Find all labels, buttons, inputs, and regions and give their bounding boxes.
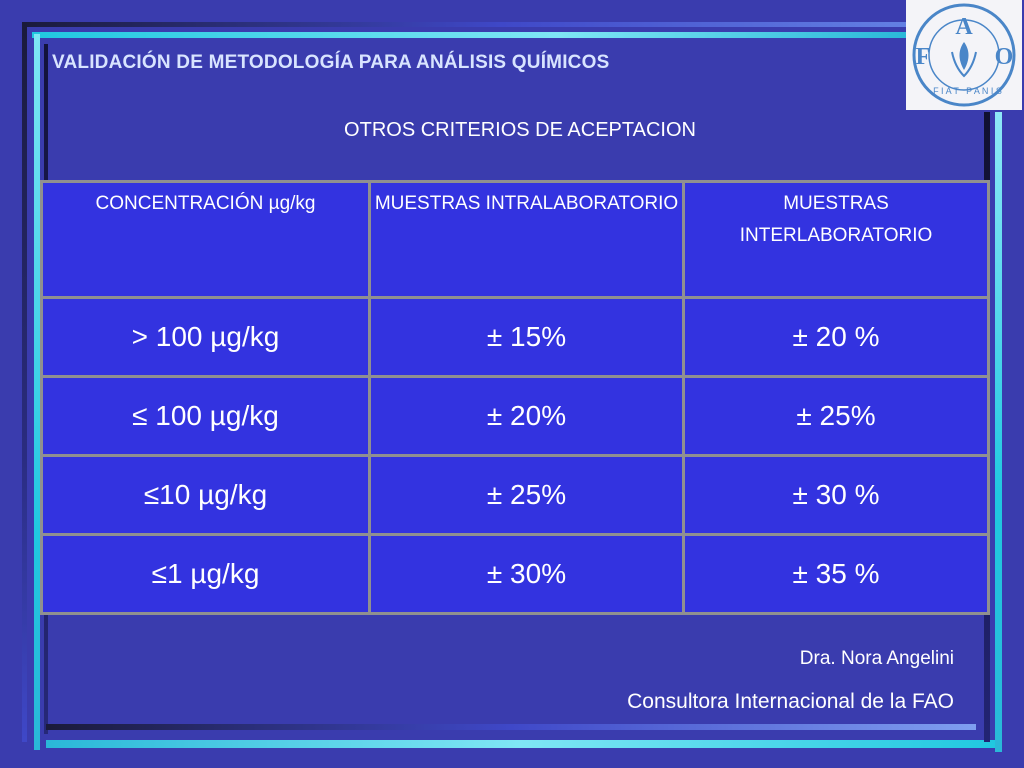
frame-bar-bottom-dark: [46, 724, 976, 730]
table-row: ≤10 µg/kg ± 25% ± 30 %: [40, 454, 990, 536]
table-row: ≤1 µg/kg ± 30% ± 35 %: [40, 533, 990, 615]
svg-text:F: F: [916, 44, 931, 70]
slide-subtitle: OTROS CRITERIOS DE ACEPTACION: [344, 119, 696, 141]
acceptance-criteria-table: CONCENTRACIÓN µg/kg MUESTRAS INTRALABORA…: [40, 180, 990, 615]
footer-author: Dra. Nora Angelini: [799, 648, 954, 669]
frame-bar-top-dark: [22, 22, 982, 27]
header-interlab: MUESTRAS INTERLABORATORIO: [682, 180, 990, 299]
slide-title: VALIDACIÓN DE METODOLOGÍA PARA ANÁLISIS …: [52, 52, 610, 73]
footer-role: Consultora Internacional de la FAO: [627, 690, 954, 713]
frame-bar-right-cyan: [995, 112, 1002, 752]
fao-emblem-icon: A F O F I A T P A N I S: [912, 3, 1016, 107]
table-row: ≤ 100 µg/kg ± 20% ± 25%: [40, 375, 990, 457]
cell-concentration: > 100 µg/kg: [40, 296, 371, 378]
table-header-row: CONCENTRACIÓN µg/kg MUESTRAS INTRALABORA…: [40, 180, 990, 299]
cell-interlab: ± 35 %: [682, 533, 990, 615]
cell-intralab: ± 30%: [368, 533, 685, 615]
cell-intralab: ± 15%: [368, 296, 685, 378]
frame-bar-bottom-cyan: [46, 740, 996, 748]
fao-logo: A F O F I A T P A N I S: [906, 0, 1022, 110]
frame-bar-top-cyan: [32, 32, 908, 38]
cell-concentration: ≤ 100 µg/kg: [40, 375, 371, 457]
frame-bar-left-dark: [22, 22, 27, 742]
table-row: > 100 µg/kg ± 15% ± 20 %: [40, 296, 990, 378]
cell-interlab: ± 30 %: [682, 454, 990, 536]
cell-concentration: ≤10 µg/kg: [40, 454, 371, 536]
cell-intralab: ± 20%: [368, 375, 685, 457]
cell-concentration: ≤1 µg/kg: [40, 533, 371, 615]
header-concentration: CONCENTRACIÓN µg/kg: [40, 180, 371, 299]
svg-text:P A N I S: P A N I S: [966, 86, 1002, 96]
svg-text:A: A: [955, 14, 973, 40]
cell-interlab: ± 20 %: [682, 296, 990, 378]
svg-text:O: O: [995, 44, 1014, 70]
header-intralab: MUESTRAS INTRALABORATORIO: [368, 180, 685, 299]
frame-bar-left-cyan: [34, 34, 40, 750]
cell-interlab: ± 25%: [682, 375, 990, 457]
cell-intralab: ± 25%: [368, 454, 685, 536]
svg-text:F I A T: F I A T: [933, 86, 959, 96]
